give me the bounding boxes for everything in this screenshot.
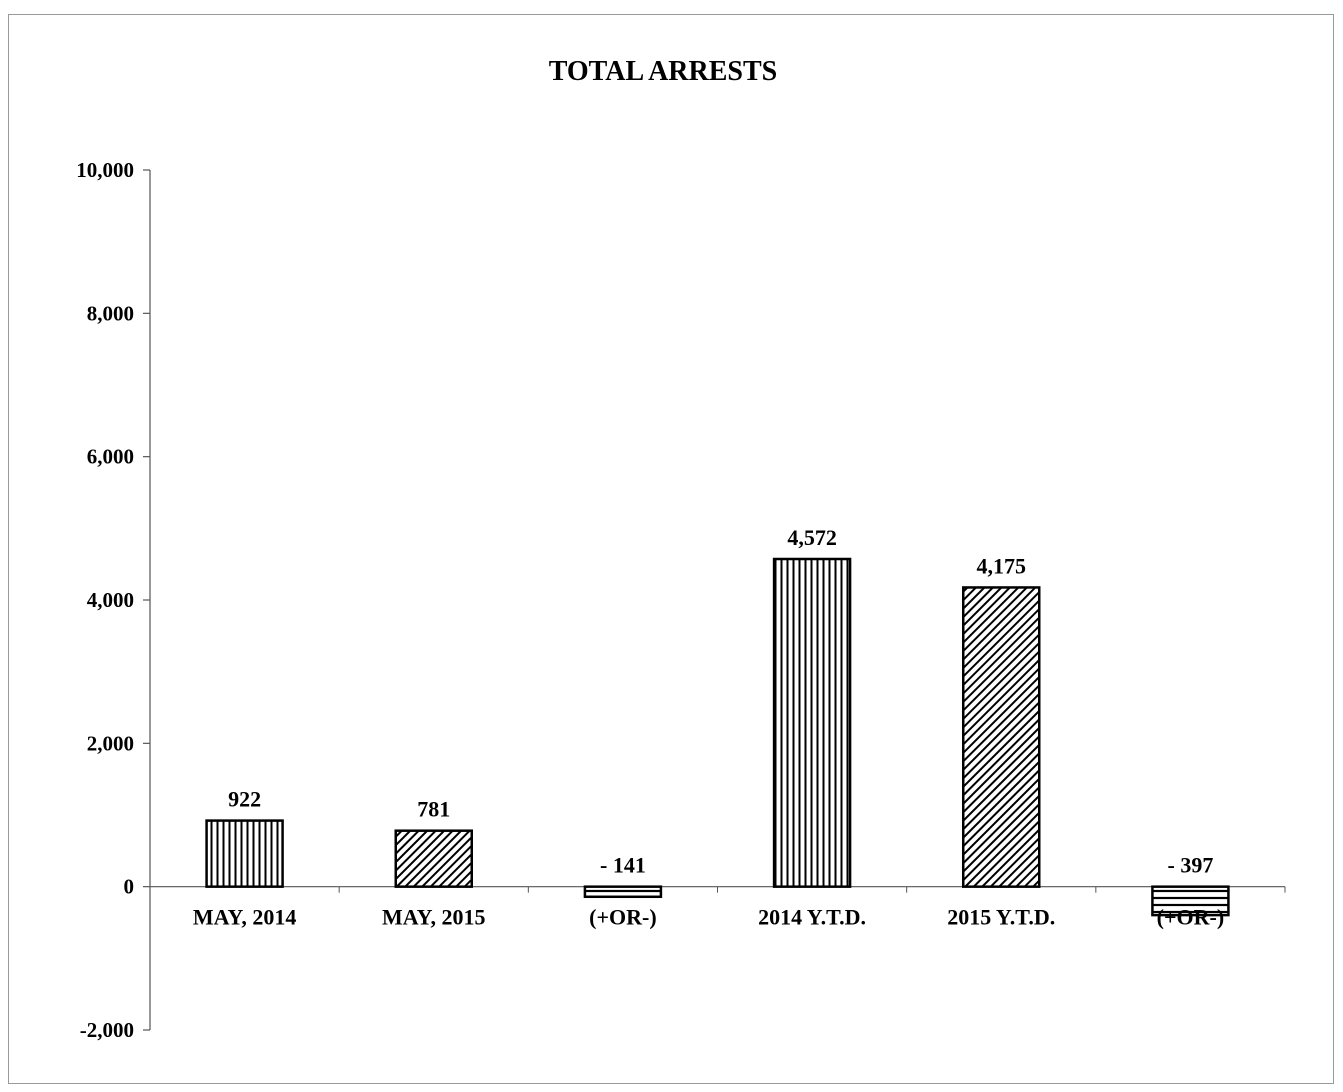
bar	[962, 586, 1041, 888]
bar	[205, 819, 284, 888]
data-label: 922	[228, 787, 261, 812]
y-tick-label: 2,000	[87, 731, 134, 755]
y-tick-label: 8,000	[87, 301, 134, 325]
y-tick-label: -2,000	[80, 1018, 134, 1042]
data-label: 4,175	[977, 553, 1027, 578]
bars	[205, 557, 1230, 917]
x-tick-label: MAY, 2015	[382, 905, 486, 930]
bar	[1151, 885, 1230, 917]
data-label: 4,572	[787, 525, 837, 550]
data-labels: 922 MAY, 2014 781 MAY, 2015 - 141 (+OR-) 4,572…	[193, 525, 1224, 930]
data-label: - 141	[600, 853, 646, 878]
x-tick-label: MAY, 2014	[193, 905, 297, 930]
x-tick-label: (+OR-)	[589, 905, 657, 930]
x-tick-label: 2015 Y.T.D.	[947, 905, 1055, 930]
bar	[583, 885, 663, 899]
y-tick-label: 10,000	[76, 158, 134, 182]
data-label: - 397	[1168, 853, 1214, 878]
data-label: 781	[417, 797, 450, 822]
bar	[772, 557, 852, 888]
bar	[394, 829, 473, 888]
chart-title: TOTAL ARRESTS	[549, 56, 778, 87]
y-tick-label: 4,000	[87, 588, 134, 612]
chart-frame	[8, 14, 1334, 1084]
y-tick-label: 0	[124, 875, 135, 899]
axes: -2,000 0 2,000 4,000 6,000 8,000 10,000	[76, 158, 1286, 1042]
x-tick-label: 2014 Y.T.D.	[758, 905, 866, 930]
x-tick-label: (+OR-)	[1157, 905, 1225, 930]
y-tick-label: 6,000	[87, 445, 134, 469]
